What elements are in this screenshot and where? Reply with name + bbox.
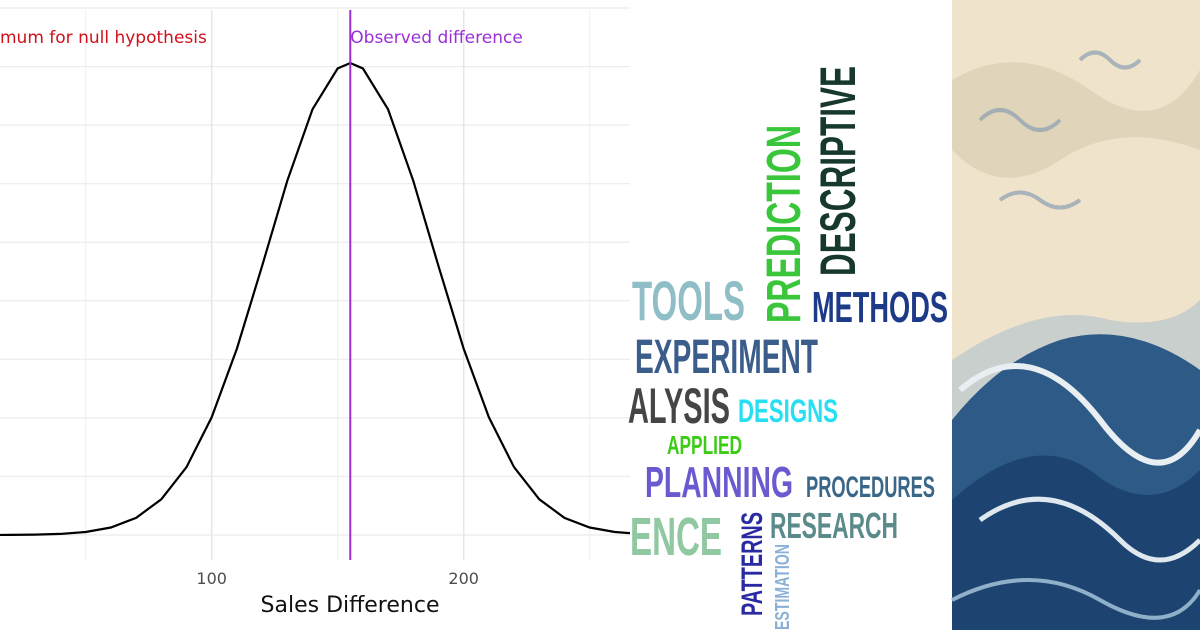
painting <box>951 0 1200 630</box>
cloud-word: ESTIMATION <box>772 544 794 630</box>
cloud-word: PLANNING <box>645 458 793 507</box>
cloud-background <box>630 0 952 630</box>
density-curve <box>0 61 641 537</box>
cloud-word: DESIGNS <box>738 393 838 429</box>
x-tick-label: 100 <box>196 569 227 588</box>
cloud-word: PROCEDURES <box>806 471 935 504</box>
chart: 100 200 Sales Difference mum for null hypot… <box>0 7 641 618</box>
cloud-word: PREDICTION <box>758 125 811 323</box>
cloud-word: METHODS <box>812 283 948 332</box>
cloud-word: DESCRIPTIVE <box>810 66 866 276</box>
cloud-word: PATTERNS <box>736 512 769 616</box>
x-axis-title: Sales Difference <box>261 593 440 618</box>
annotation: mum for null hypothesis <box>0 28 207 48</box>
cloud-word: EXPERIMENT <box>635 331 818 384</box>
cloud-word: APPLIED <box>667 430 742 460</box>
cloud-word: TOOLS <box>632 269 745 332</box>
cloud-word: ALYSIS <box>628 378 730 434</box>
x-tick-label: 200 <box>448 569 479 588</box>
annotation: Observed difference <box>350 28 523 48</box>
cloud-word: ENCE <box>630 507 722 567</box>
cloud-word: RESEARCH <box>770 505 898 546</box>
